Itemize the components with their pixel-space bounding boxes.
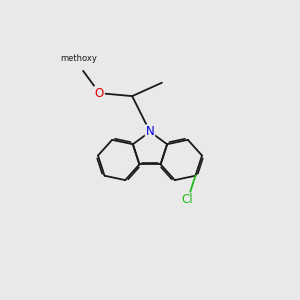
Text: O: O	[95, 87, 104, 100]
Text: methoxy: methoxy	[60, 54, 97, 63]
Text: Cl: Cl	[182, 193, 194, 206]
Text: N: N	[146, 125, 154, 138]
